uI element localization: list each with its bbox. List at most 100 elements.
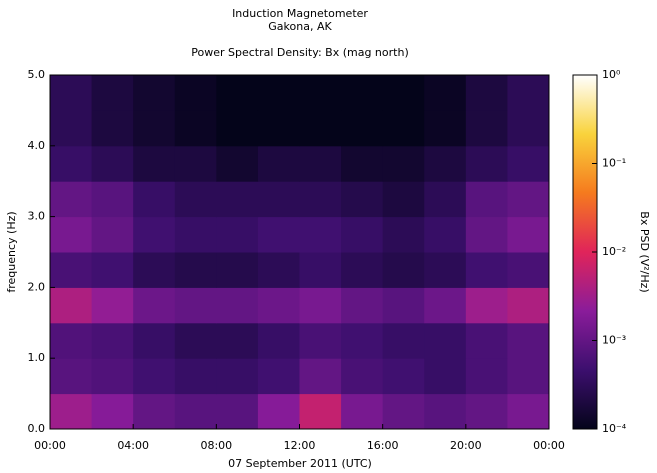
y-tick-label: 4.0	[28, 139, 46, 152]
heatmap-cell	[299, 358, 342, 395]
colorbar-tick-label: 10⁻¹	[602, 157, 626, 170]
heatmap-cell	[216, 181, 259, 218]
heatmap-cell	[341, 252, 384, 288]
heatmap-cell	[465, 216, 508, 253]
heatmap-cell	[174, 181, 217, 218]
heatmap-cell	[133, 393, 176, 430]
heatmap-cell	[341, 287, 384, 324]
heatmap-cell	[299, 322, 342, 359]
heatmap-cell	[133, 252, 176, 288]
heatmap-cell	[424, 110, 467, 147]
heatmap-cell	[299, 145, 342, 182]
x-axis-label: 07 September 2011 (UTC)	[228, 457, 372, 470]
heatmap-cell	[257, 181, 300, 218]
heatmap-cell	[382, 393, 425, 430]
heatmap-cell	[507, 110, 550, 147]
colorbar-tick-label: 10⁻²	[602, 245, 626, 258]
heatmap-cell	[91, 145, 134, 182]
heatmap-cell	[257, 216, 300, 253]
y-axis-label: frequency (Hz)	[5, 211, 18, 292]
heatmap-cell	[465, 393, 508, 430]
heatmap-cell	[382, 216, 425, 253]
heatmap-cell	[216, 145, 259, 182]
heatmap-cell	[341, 322, 384, 359]
x-tick-label: 04:00	[117, 439, 149, 452]
heatmap-cell	[216, 75, 259, 111]
heatmap-cell	[133, 287, 176, 324]
heatmap-cell	[91, 110, 134, 147]
heatmap-cell	[50, 252, 93, 288]
heatmap-cell	[50, 216, 93, 253]
colorbar-tick-label: 10⁰	[602, 68, 621, 81]
heatmap-cell	[382, 322, 425, 359]
heatmap-cell	[133, 358, 176, 395]
heatmap-cell	[299, 287, 342, 324]
heatmap-cell	[50, 145, 93, 182]
heatmap-cell	[91, 287, 134, 324]
heatmap-cell	[91, 181, 134, 218]
heatmap-cell	[133, 322, 176, 359]
heatmap-cell	[133, 216, 176, 253]
heatmap-cell	[299, 181, 342, 218]
heatmap-cell	[174, 145, 217, 182]
heatmap-cell	[341, 358, 384, 395]
heatmap-cell	[507, 181, 550, 218]
heatmap-cell	[216, 358, 259, 395]
heatmap-cell	[424, 181, 467, 218]
heatmap-cell	[257, 75, 300, 111]
heatmap-cell	[465, 358, 508, 395]
heatmap-cell	[50, 287, 93, 324]
heatmap-cell	[341, 75, 384, 111]
heatmap-cell	[216, 322, 259, 359]
heatmap-cell	[299, 216, 342, 253]
heatmap-cell	[174, 216, 217, 253]
x-tick-label: 00:00	[533, 439, 565, 452]
heatmap-cell	[424, 216, 467, 253]
heatmap-cell	[257, 252, 300, 288]
heatmap-cell	[507, 75, 550, 111]
heatmap-cell	[424, 358, 467, 395]
heatmap-cell	[50, 322, 93, 359]
heatmap-cell	[424, 252, 467, 288]
heatmap-cell	[257, 393, 300, 430]
heatmap-cell	[341, 216, 384, 253]
heatmap-cell	[50, 358, 93, 395]
heatmap-cell	[133, 145, 176, 182]
heatmap-cell	[507, 252, 550, 288]
heatmap-cell	[341, 145, 384, 182]
heatmap-cell	[465, 110, 508, 147]
x-tick-label: 08:00	[200, 439, 232, 452]
heatmap-cell	[507, 393, 550, 430]
y-tick-label: 5.0	[28, 68, 46, 81]
heatmap-cell	[465, 252, 508, 288]
heatmap-cell	[216, 216, 259, 253]
heatmap-cell	[91, 75, 134, 111]
heatmap-cell	[91, 216, 134, 253]
heatmap-cell	[465, 145, 508, 182]
y-tick-label: 0.0	[28, 422, 46, 435]
heatmap-cell	[424, 393, 467, 430]
heatmap-cell	[341, 181, 384, 218]
heatmap-cell	[257, 145, 300, 182]
heatmap-cell	[299, 393, 342, 430]
heatmap-cell	[50, 110, 93, 147]
heatmap-cell	[257, 110, 300, 147]
heatmap-cell	[341, 110, 384, 147]
heatmap-cell	[382, 287, 425, 324]
x-tick-label: 16:00	[367, 439, 399, 452]
heatmap-cell	[507, 358, 550, 395]
heatmap-cell	[91, 358, 134, 395]
heatmap-cell	[382, 110, 425, 147]
heatmap-cell	[216, 252, 259, 288]
heatmap-cell	[382, 252, 425, 288]
heatmap-cell	[174, 393, 217, 430]
heatmap-cell	[174, 252, 217, 288]
heatmap-cell	[174, 287, 217, 324]
colorbar-tick-label: 10⁻³	[602, 334, 626, 347]
heatmap-cell	[174, 358, 217, 395]
heatmap-cell	[91, 393, 134, 430]
x-tick-label: 20:00	[450, 439, 482, 452]
heatmap-cell	[257, 322, 300, 359]
heatmap-cell	[465, 75, 508, 111]
